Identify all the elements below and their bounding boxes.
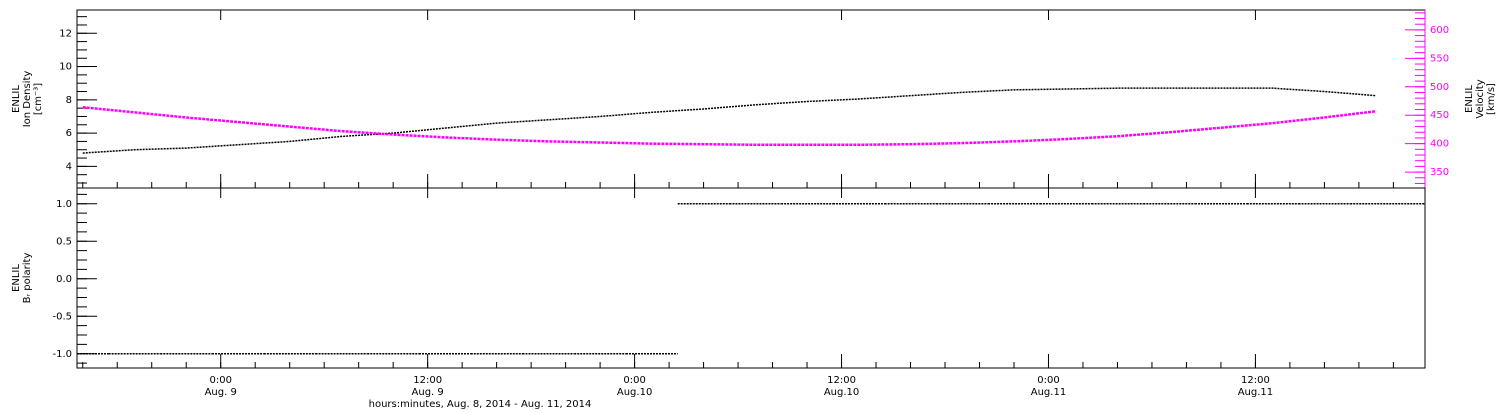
y-axis-label: ENLIL	[11, 264, 22, 292]
x-tick-date: Aug. 9	[412, 387, 444, 398]
x-tick-label: 0:00	[623, 375, 645, 386]
panel-frame	[76, 187, 1426, 369]
data-line	[82, 87, 1377, 154]
x-tick-date: Aug.11	[1238, 387, 1273, 398]
x-tick-label: 12:00	[1241, 375, 1270, 386]
data-line	[82, 106, 1377, 147]
y-tick-label: 1.0	[56, 199, 72, 210]
y2-tick-label: 450	[1430, 110, 1449, 121]
y-tick-label: 6	[66, 128, 72, 139]
y-axis-label: [cm⁻³]	[33, 83, 44, 115]
y-tick-label: -0.5	[52, 311, 72, 322]
y-tick-label: 8	[66, 95, 72, 106]
x-axis-label: hours:minutes, Aug. 8, 2014 - Aug. 11, 2…	[369, 399, 592, 410]
x-tick-date: Aug.10	[617, 387, 652, 398]
y-tick-label: -1.0	[52, 349, 72, 360]
x-tick-date: Aug. 9	[205, 387, 237, 398]
y-tick-label: 10	[59, 62, 72, 73]
x-tick-label: 0:00	[209, 375, 231, 386]
y-tick-label: 0.5	[56, 236, 72, 247]
x-tick-label: 12:00	[413, 375, 442, 386]
x-tick-date: Aug.10	[824, 387, 859, 398]
x-tick-label: 0:00	[1037, 375, 1059, 386]
y2-axis-label: ENLIL	[1464, 85, 1475, 113]
y-axis-label: Bᵣ polarity	[22, 253, 33, 304]
y-tick-label: 0.0	[56, 274, 72, 285]
y2-tick-label: 350	[1430, 167, 1449, 178]
y2-tick-label: 600	[1430, 25, 1449, 36]
y2-tick-label: 400	[1430, 139, 1449, 150]
y2-axis-label: Velocity	[1475, 79, 1486, 118]
y-tick-label: 12	[59, 28, 72, 39]
y2-tick-label: 500	[1430, 82, 1449, 93]
y-axis-label: Ion Density	[22, 71, 33, 128]
x-tick-label: 12:00	[827, 375, 856, 386]
y2-axis-label: [km/s]	[1486, 83, 1497, 115]
x-tick-date: Aug.11	[1031, 387, 1066, 398]
y2-tick-label: 550	[1430, 53, 1449, 64]
y-tick-label: 4	[66, 161, 72, 172]
y-axis-label: ENLIL	[11, 85, 22, 113]
